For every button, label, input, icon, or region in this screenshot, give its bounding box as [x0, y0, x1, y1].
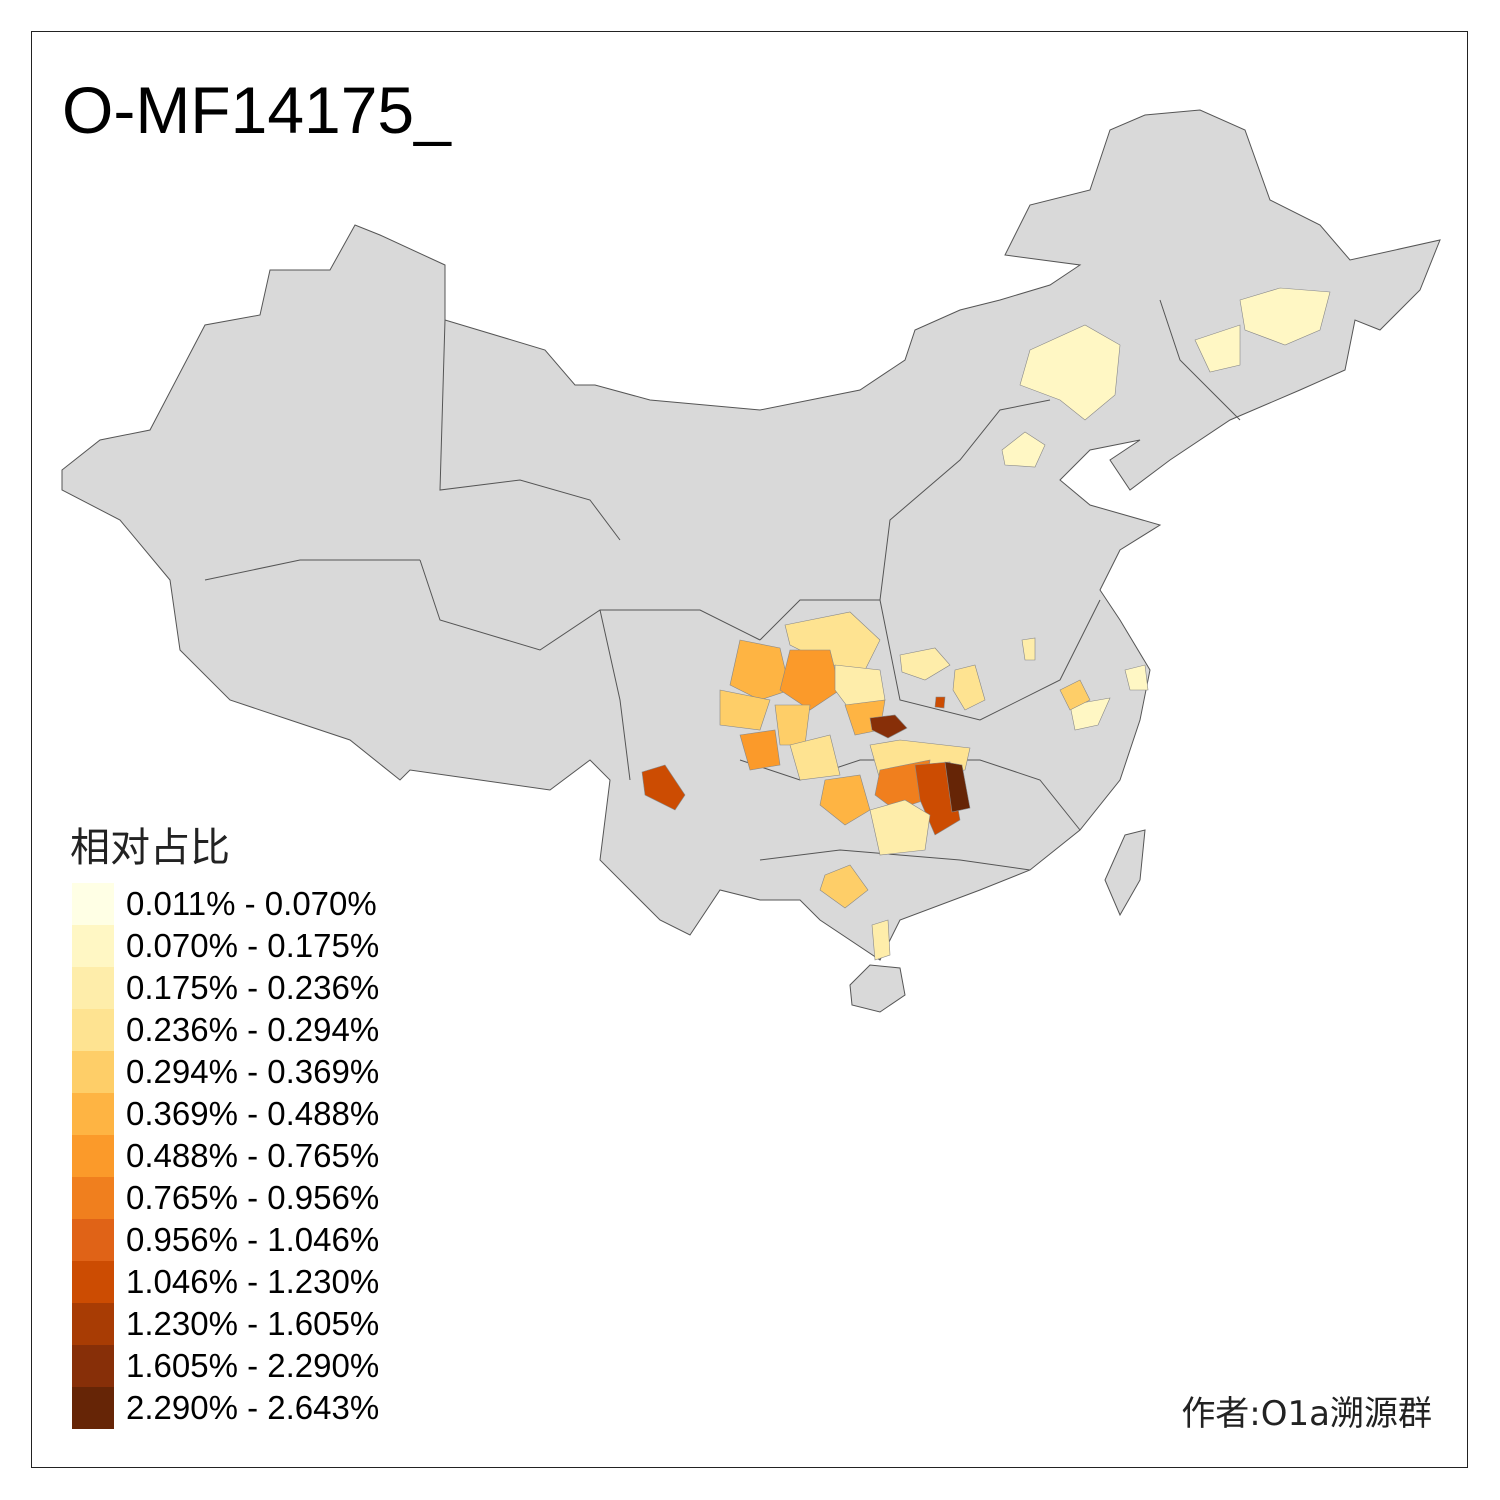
legend-item: 2.290% - 2.643%: [72, 1387, 379, 1429]
province-borders: [204, 299, 1241, 871]
region: [739, 729, 781, 771]
legend-label: 0.488% - 0.765%: [126, 1137, 380, 1174]
region: [1019, 324, 1121, 421]
legend-item: 1.046% - 1.230%: [72, 1261, 379, 1303]
region: [871, 919, 891, 961]
legend-item: 0.294% - 0.369%: [72, 1051, 379, 1093]
legend-item: 0.175% - 0.236%: [72, 967, 379, 1009]
region: [1239, 287, 1331, 346]
legend-item: 0.236% - 0.294%: [72, 1009, 379, 1051]
legend-label: 1.605% - 2.290%: [126, 1347, 380, 1384]
legend-label: 0.956% - 1.046%: [126, 1221, 380, 1258]
legend-title: 相对占比: [70, 825, 230, 871]
map-title: O-MF14175_: [62, 73, 451, 147]
legend-swatch: [72, 1177, 114, 1219]
legend-item: 0.956% - 1.046%: [72, 1219, 379, 1261]
region: [729, 639, 791, 701]
legend-swatch: [72, 1261, 114, 1303]
region: [774, 704, 811, 746]
region: [899, 647, 951, 681]
region: [1194, 324, 1241, 373]
taiwan-island: [1104, 829, 1146, 917]
legend-label: 2.290% - 2.643%: [126, 1389, 380, 1426]
region: [869, 714, 908, 739]
legend-swatch: [72, 1219, 114, 1261]
legend-label: 0.070% - 0.175%: [126, 927, 380, 964]
legend-item: 0.765% - 0.956%: [72, 1177, 379, 1219]
region: [819, 774, 871, 826]
region: [789, 734, 841, 781]
region: [1059, 679, 1091, 711]
data-regions: [641, 287, 1331, 961]
region: [819, 864, 869, 909]
author-credit: 作者:O1a溯源群: [1181, 1394, 1432, 1434]
region: [944, 761, 971, 813]
legend: 0.011% - 0.070% 0.070% - 0.175% 0.175% - 0…: [72, 883, 379, 1429]
region: [1124, 664, 1149, 691]
legend-swatch: [72, 1303, 114, 1345]
region: [779, 649, 841, 711]
legend-swatch: [72, 967, 114, 1009]
legend-item: 1.230% - 1.605%: [72, 1303, 379, 1345]
region: [934, 696, 946, 709]
legend-item: 0.070% - 0.175%: [72, 925, 379, 967]
region: [641, 764, 686, 811]
legend-label: 0.369% - 0.488%: [126, 1095, 380, 1132]
region: [1001, 431, 1046, 468]
region: [719, 689, 771, 731]
region: [1021, 637, 1036, 661]
legend-swatch: [72, 925, 114, 967]
legend-swatch: [72, 1051, 114, 1093]
legend-label: 1.046% - 1.230%: [126, 1263, 380, 1300]
legend-item: 1.605% - 2.290%: [72, 1345, 379, 1387]
legend-label: 0.236% - 0.294%: [126, 1011, 380, 1048]
hainan-island: [849, 964, 906, 1013]
legend-label: 0.765% - 0.956%: [126, 1179, 380, 1216]
legend-swatch: [72, 1345, 114, 1387]
legend-swatch: [72, 1135, 114, 1177]
legend-label: 1.230% - 1.605%: [126, 1305, 380, 1342]
legend-swatch: [72, 883, 114, 925]
legend-label: 0.011% - 0.070%: [126, 885, 377, 922]
legend-item: 0.369% - 0.488%: [72, 1093, 379, 1135]
legend-swatch: [72, 1387, 114, 1429]
region: [952, 664, 986, 711]
region: [1069, 697, 1111, 731]
legend-item: 0.488% - 0.765%: [72, 1135, 379, 1177]
legend-swatch: [72, 1093, 114, 1135]
legend-label: 0.175% - 0.236%: [126, 969, 380, 1006]
legend-label: 0.294% - 0.369%: [126, 1053, 380, 1090]
legend-item: 0.011% - 0.070%: [72, 883, 379, 925]
legend-swatch: [72, 1009, 114, 1051]
map-frame: [31, 31, 1468, 1468]
mainland-outline: [61, 109, 1441, 961]
region: [869, 799, 931, 856]
